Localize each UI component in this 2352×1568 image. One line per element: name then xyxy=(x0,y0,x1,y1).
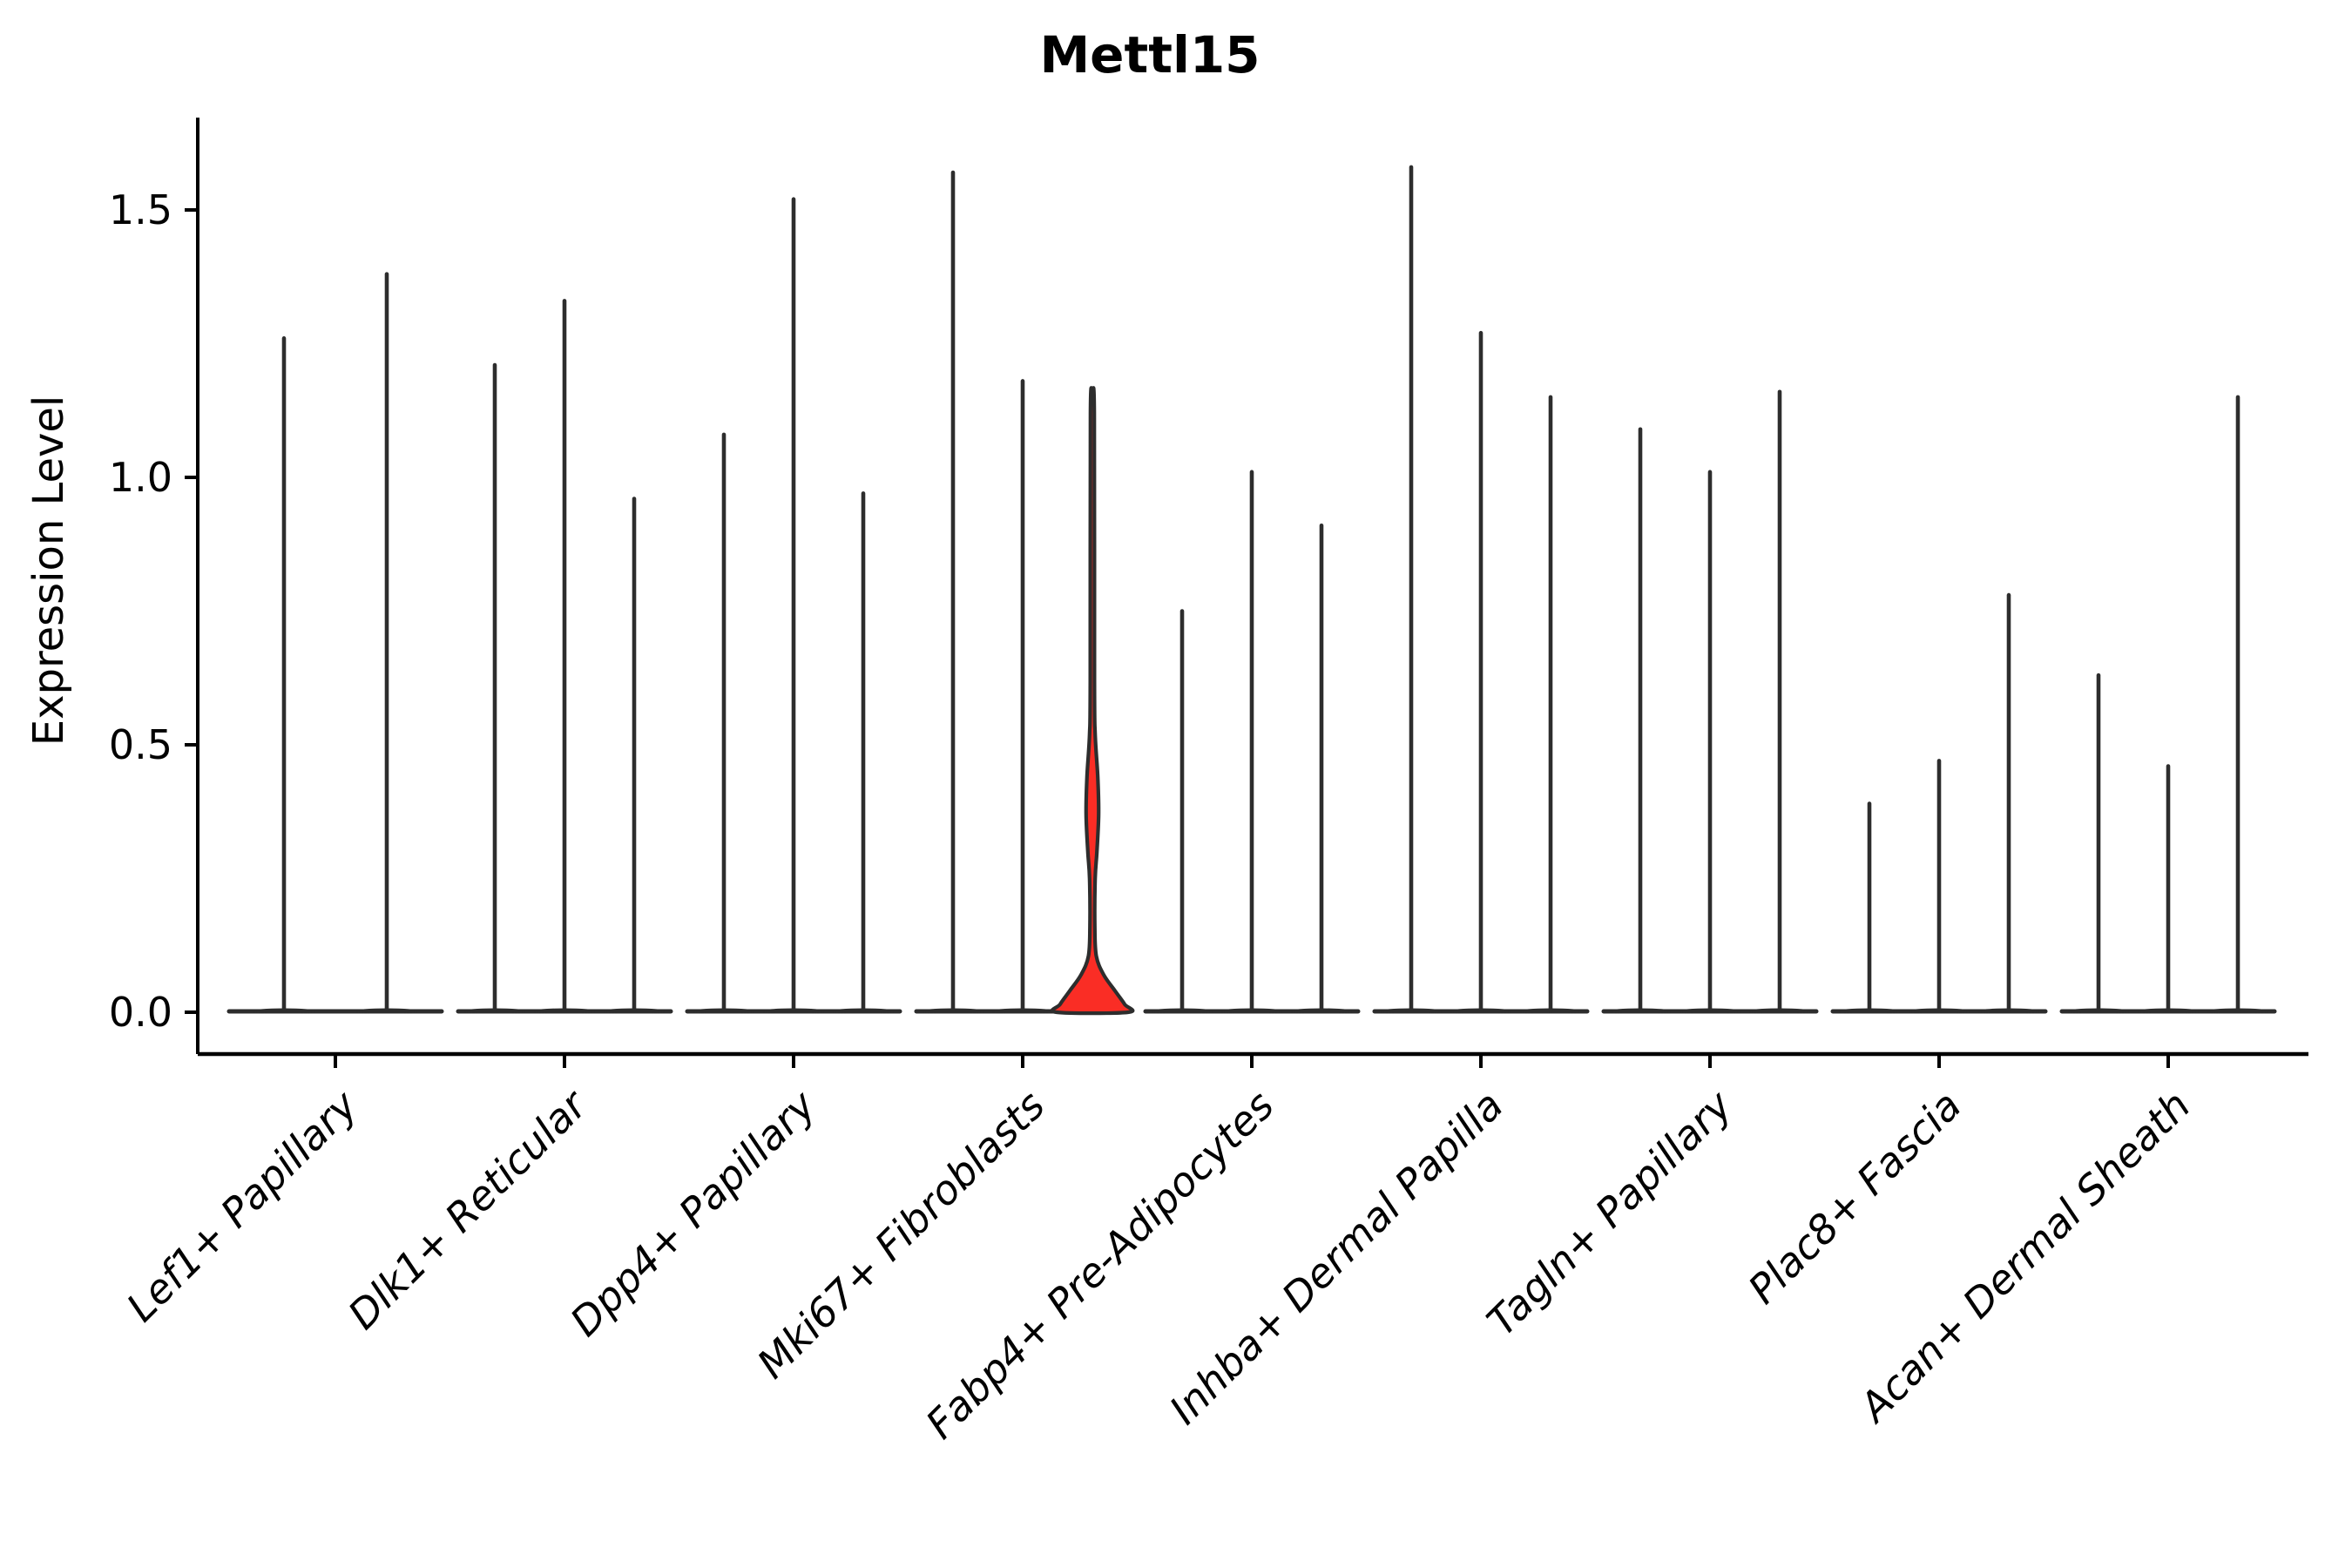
violin-highlight xyxy=(1050,386,1135,1016)
y-tick-label: 1.5 xyxy=(109,186,172,233)
y-tick-label: 0.5 xyxy=(109,721,172,768)
x-tick-label: Dlk1+ Reticular xyxy=(339,1079,598,1338)
axes-layer xyxy=(185,118,2308,1068)
y-axis-label: Expression Level xyxy=(24,395,73,747)
x-tick-label: Dpp4+ Papillary xyxy=(561,1081,825,1345)
x-tick-label: Plac8+ Fascia xyxy=(1739,1082,1970,1313)
y-tick-label: 1.0 xyxy=(109,454,172,501)
x-tick-label: Tagln+ Papillary xyxy=(1477,1081,1741,1345)
violin-layer xyxy=(226,165,2277,1016)
x-tick-label: Lef1+ Papillary xyxy=(118,1081,367,1330)
y-tick-label: 0.0 xyxy=(109,989,172,1036)
chart-title: Mettl15 xyxy=(1039,25,1260,84)
